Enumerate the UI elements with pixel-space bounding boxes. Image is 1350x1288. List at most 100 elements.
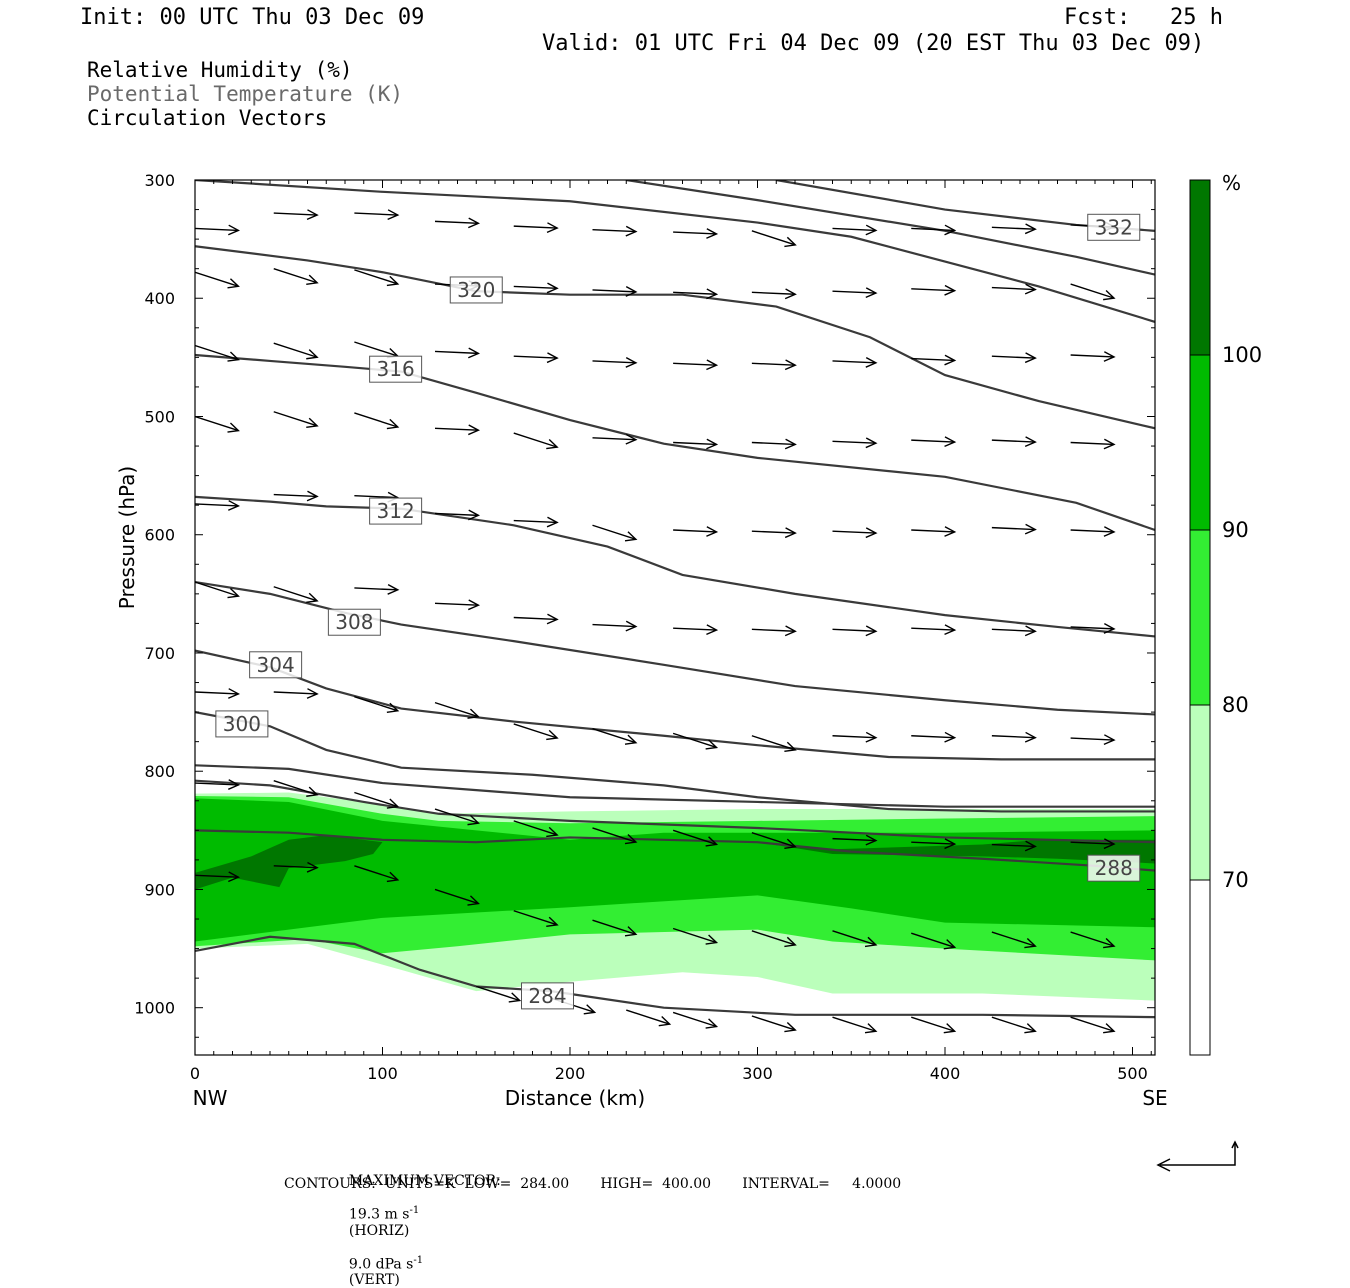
vector-arrow xyxy=(751,930,797,948)
contour-label-308: 308 xyxy=(327,608,381,636)
vector-head xyxy=(1103,290,1116,301)
vector-arrow xyxy=(354,412,400,430)
vector-arrow xyxy=(195,688,241,699)
theta-contour-292 xyxy=(195,779,1155,844)
vector-head xyxy=(227,587,240,599)
vector-arrow xyxy=(991,840,1037,852)
vector-arrow xyxy=(195,581,240,599)
vector-shaft xyxy=(1070,737,1115,741)
vector-shaft xyxy=(354,865,398,881)
vector-head xyxy=(546,222,559,234)
vector-shaft xyxy=(751,1015,796,1031)
vector-shaft xyxy=(354,696,398,712)
plot-frame xyxy=(194,179,1156,1056)
vector-head xyxy=(386,871,400,883)
vector-shaft xyxy=(592,289,636,293)
vector-arrow xyxy=(751,832,797,849)
vector-head xyxy=(1024,223,1037,235)
vector-arrow xyxy=(434,808,480,826)
theta-contour-316 xyxy=(195,353,1155,532)
vector-arrow xyxy=(195,415,240,433)
vector-head xyxy=(864,1023,878,1034)
vector-head xyxy=(625,225,638,237)
vector-shaft xyxy=(273,493,318,498)
vector-arrow xyxy=(592,286,638,297)
vector-shaft xyxy=(354,791,398,808)
vector-shaft xyxy=(991,931,1036,947)
vector-shaft xyxy=(273,212,318,216)
vector-shaft xyxy=(672,927,717,944)
vector-arrow xyxy=(911,284,957,296)
vector-arrow xyxy=(832,834,878,846)
vector-head xyxy=(468,424,481,436)
vector-arrow xyxy=(751,359,797,371)
vector-shaft xyxy=(513,820,558,836)
vector-arrow xyxy=(673,624,719,636)
vector-arrow xyxy=(273,411,319,429)
contour-label-text: 288 xyxy=(1095,856,1133,880)
vector-shaft xyxy=(513,519,558,524)
vector-arrow xyxy=(911,354,957,366)
vector-arrow xyxy=(911,1016,957,1034)
vector-head xyxy=(228,500,241,511)
vector-head xyxy=(306,274,319,285)
vector-head xyxy=(306,786,319,797)
vector-shaft xyxy=(513,910,558,926)
vector-arrow xyxy=(513,432,559,450)
cross-section-chart: 284 288 300 304 308 312 316 320 332 300 400 500 600… xyxy=(115,171,1262,1110)
vector-arrow xyxy=(911,731,957,743)
x-tick-label: 500 xyxy=(1117,1064,1148,1083)
vector-arrow xyxy=(911,224,957,236)
vector-arrow xyxy=(513,910,559,928)
vector-shaft xyxy=(354,587,398,591)
vector-arrow xyxy=(991,283,1037,295)
vector-arrow xyxy=(195,500,241,511)
vector-arrow xyxy=(911,526,957,537)
vector-head xyxy=(865,731,878,743)
vector-arrow xyxy=(592,727,638,745)
theta-contour-284 xyxy=(195,935,1155,1019)
y-tick-label: 300 xyxy=(144,171,175,190)
vector-arrow xyxy=(1070,623,1116,634)
vector-shaft xyxy=(991,735,1036,739)
vector-head xyxy=(784,625,797,637)
vector-shaft xyxy=(513,225,558,229)
vector-head xyxy=(306,861,319,873)
contour-label-text: 284 xyxy=(528,984,566,1008)
vector-head xyxy=(625,356,638,368)
vector-shaft xyxy=(751,930,796,946)
vector-shaft xyxy=(991,355,1036,359)
vector-head xyxy=(546,729,559,741)
vector-head xyxy=(624,734,638,745)
vector-arrow xyxy=(434,599,481,611)
vector-shaft xyxy=(991,628,1036,632)
contour-label-box xyxy=(249,651,303,679)
vector-arrow xyxy=(195,271,240,289)
vector-arrow xyxy=(832,224,878,236)
vector-arrow xyxy=(1070,838,1116,850)
x-tick-label: 300 xyxy=(742,1064,773,1083)
theta-contour-296 xyxy=(195,764,1155,808)
max-vector-vert-tag: (VERT) xyxy=(348,1272,400,1288)
vector-arrow xyxy=(434,509,481,521)
vector-arrow xyxy=(832,437,878,449)
vector-shaft xyxy=(513,285,558,290)
vector-arrow xyxy=(832,731,878,743)
vector-arrow xyxy=(273,342,319,360)
vector-shaft xyxy=(1070,626,1115,630)
vector-arrow xyxy=(513,613,559,625)
vector-shaft xyxy=(476,985,520,1002)
vector-arrow xyxy=(832,930,878,948)
vector-arrow xyxy=(672,1011,719,1029)
vector-shaft xyxy=(273,691,318,695)
vector-shaft xyxy=(832,360,876,364)
vector-shaft xyxy=(513,723,558,739)
y-tick-label: 500 xyxy=(144,407,175,426)
vector-head xyxy=(227,351,240,362)
vector-shaft xyxy=(434,220,479,225)
vector-head xyxy=(386,798,400,809)
vector-arrow xyxy=(434,888,480,906)
contour-label-box xyxy=(327,608,381,636)
contour-label-300: 300 xyxy=(215,710,269,738)
vector-arrow xyxy=(991,352,1037,364)
